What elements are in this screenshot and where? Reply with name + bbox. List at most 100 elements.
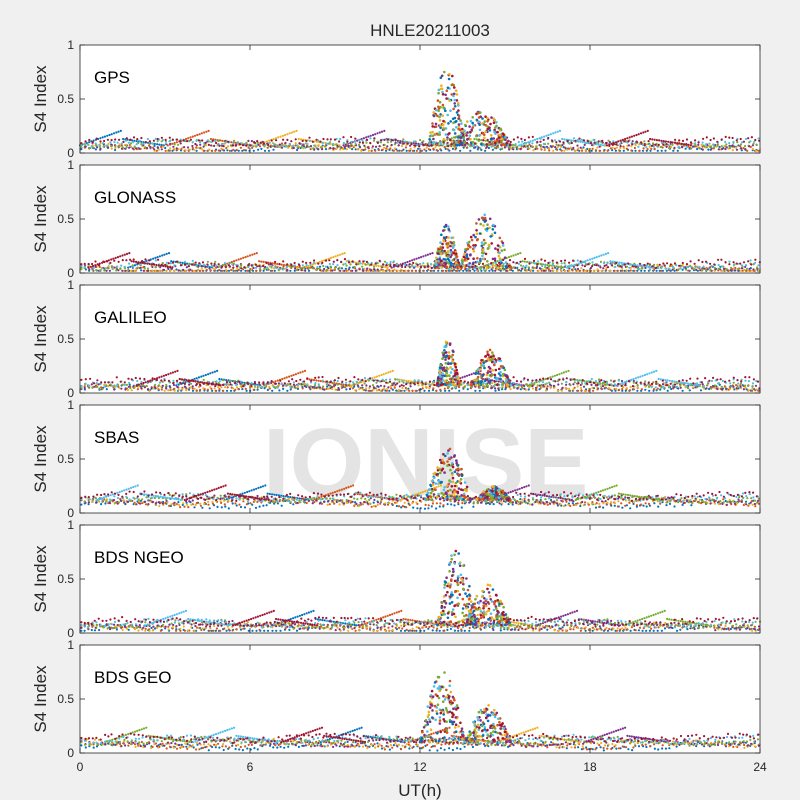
- data-point: [532, 267, 535, 270]
- data-point: [581, 141, 584, 144]
- data-point: [135, 267, 138, 270]
- data-point: [247, 139, 250, 142]
- data-point: [315, 379, 318, 382]
- data-point: [634, 265, 638, 268]
- data-point: [87, 262, 90, 266]
- data-point: [412, 140, 416, 143]
- data-point: [110, 258, 113, 261]
- data-point: [644, 380, 647, 383]
- data-point: [519, 148, 522, 151]
- data-point: [80, 263, 83, 266]
- data-point: [673, 146, 676, 149]
- data-point: [109, 141, 112, 144]
- data-point: [517, 147, 520, 150]
- data-point: [636, 384, 639, 387]
- burst-point: [452, 92, 456, 96]
- data-point: [238, 143, 241, 146]
- data-point: [290, 263, 293, 266]
- data-point: [580, 138, 583, 141]
- data-point: [179, 261, 182, 264]
- data-point: [597, 378, 601, 381]
- burst-point: [498, 264, 501, 268]
- data-point: [173, 389, 176, 392]
- data-point: [343, 269, 346, 272]
- data-point: [718, 145, 721, 149]
- data-point: [609, 269, 612, 272]
- data-point: [584, 148, 587, 151]
- data-point: [621, 138, 625, 141]
- data-point: [566, 148, 569, 151]
- data-point: [525, 144, 528, 147]
- data-point: [543, 135, 546, 138]
- data-point: [422, 144, 425, 147]
- data-point: [354, 140, 357, 143]
- data-point: [656, 263, 659, 266]
- data-point: [376, 132, 379, 135]
- data-point: [123, 253, 126, 256]
- data-point: [523, 387, 526, 390]
- data-point: [132, 265, 135, 268]
- data-point: [113, 141, 116, 144]
- data-point: [689, 260, 692, 263]
- data-point: [187, 137, 190, 140]
- data-point: [514, 143, 517, 146]
- data-point: [161, 254, 164, 257]
- data-point: [296, 146, 299, 149]
- data-point: [668, 267, 671, 271]
- burst-point: [435, 263, 438, 267]
- data-point: [605, 269, 608, 272]
- data-point: [659, 388, 662, 391]
- data-point: [110, 147, 113, 150]
- data-point: [329, 265, 332, 268]
- data-point: [397, 144, 400, 147]
- data-point: [628, 389, 632, 392]
- data-point: [363, 267, 366, 270]
- data-point: [206, 260, 209, 263]
- data-point: [637, 133, 640, 136]
- data-point: [351, 387, 354, 390]
- data-point: [400, 149, 403, 152]
- data-point: [108, 269, 111, 272]
- data-point: [604, 386, 608, 389]
- data-point: [422, 269, 425, 272]
- data-point: [350, 135, 353, 139]
- data-point: [450, 267, 453, 270]
- data-point: [554, 131, 557, 134]
- data-point: [431, 252, 434, 255]
- data-point: [409, 147, 412, 150]
- data-point: [232, 148, 235, 151]
- data-point: [338, 388, 341, 391]
- data-point: [531, 135, 534, 138]
- burst-point: [439, 124, 442, 127]
- data-point: [114, 256, 117, 259]
- burst-point: [453, 98, 457, 102]
- burst-point: [446, 254, 450, 258]
- data-point: [131, 139, 134, 142]
- data-point: [732, 267, 735, 270]
- data-point: [542, 145, 545, 148]
- burst-point: [475, 232, 479, 235]
- data-point: [585, 380, 588, 383]
- data-point: [650, 386, 653, 389]
- data-point: [382, 263, 385, 266]
- data-point: [344, 262, 347, 265]
- data-point: [699, 389, 703, 392]
- data-point: [398, 141, 402, 144]
- data-point: [385, 262, 388, 265]
- data-point: [340, 385, 343, 388]
- burst-point: [444, 133, 448, 136]
- data-point: [132, 258, 135, 261]
- data-point: [546, 385, 549, 388]
- data-point: [129, 265, 132, 268]
- data-point: [579, 260, 582, 263]
- data-point: [199, 143, 202, 146]
- data-point: [449, 269, 452, 272]
- data-point: [191, 385, 194, 388]
- data-point: [675, 264, 678, 267]
- data-point: [747, 260, 750, 263]
- data-point: [124, 139, 127, 142]
- data-point: [371, 384, 375, 387]
- data-point: [732, 140, 735, 143]
- data-point: [698, 147, 701, 150]
